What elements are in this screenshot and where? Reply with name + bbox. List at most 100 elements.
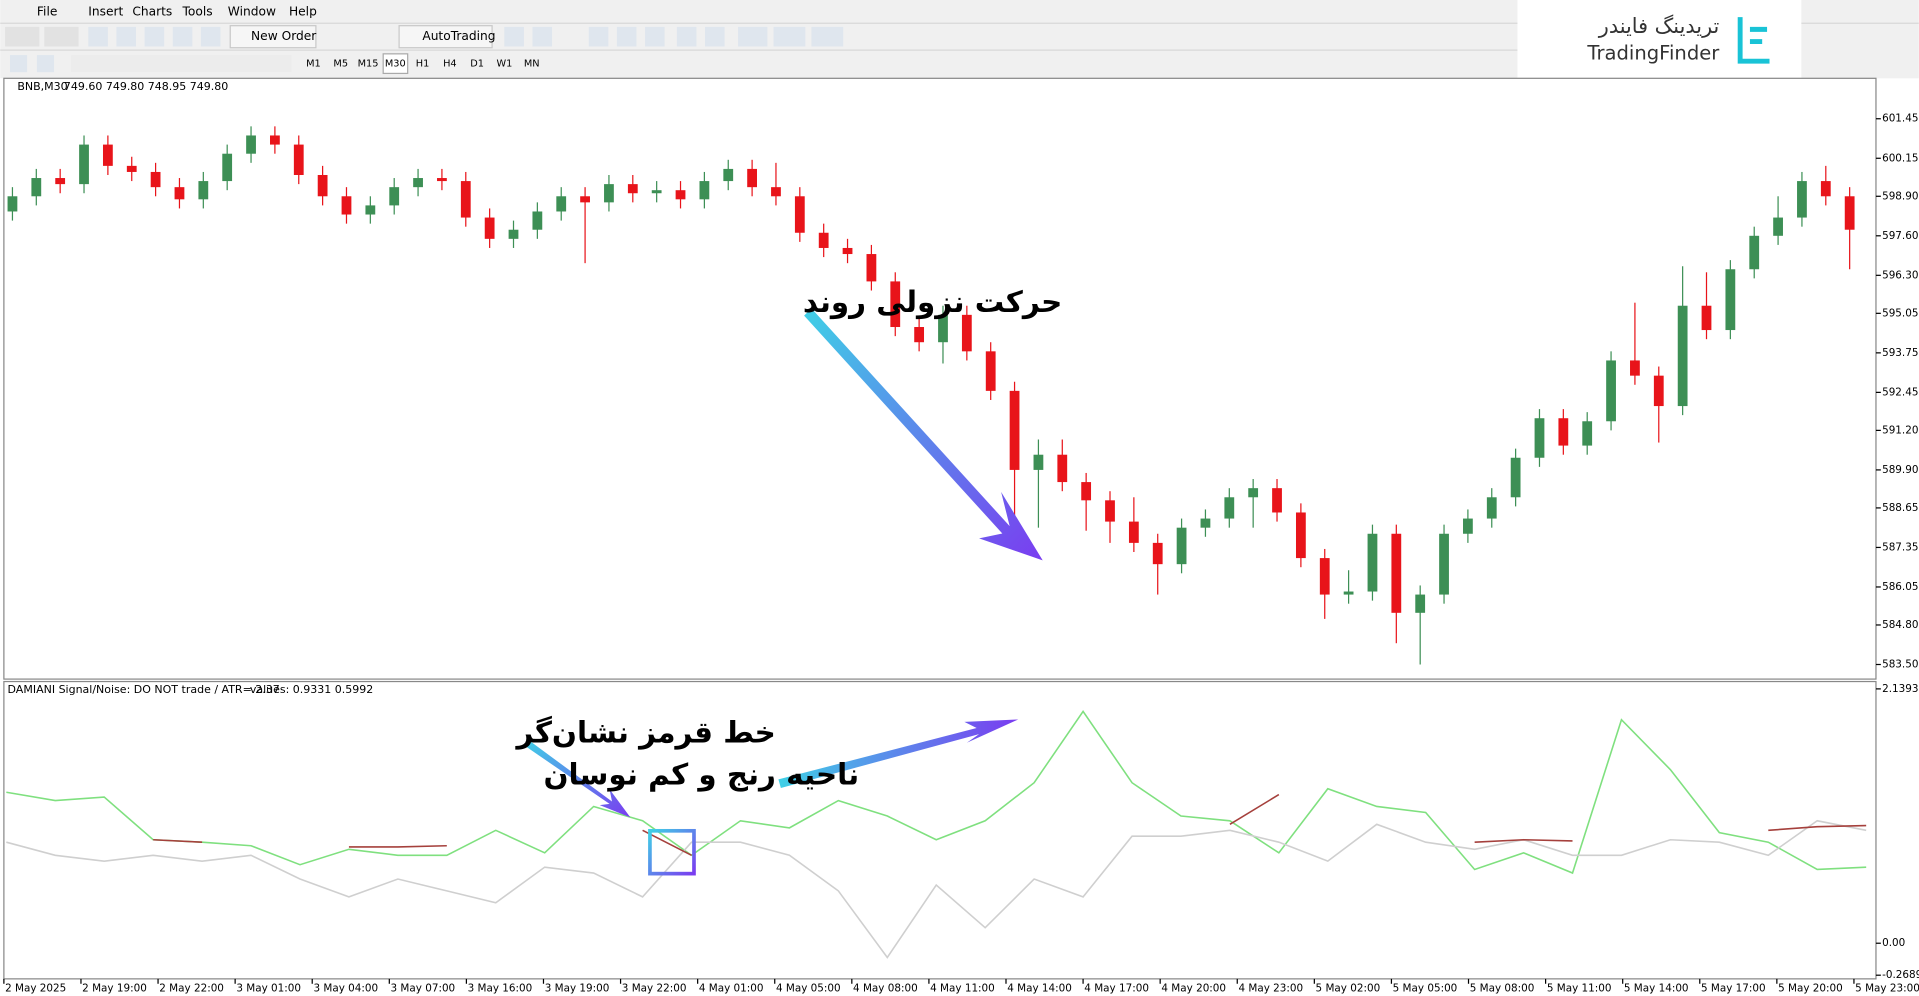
candle-body	[961, 314, 972, 352]
candle-body	[1081, 482, 1092, 501]
tool-button[interactable]	[738, 26, 768, 47]
candle-body	[1295, 512, 1306, 559]
candle-body	[771, 187, 781, 197]
tool-button[interactable]	[172, 26, 193, 47]
x-tick-label: 5 May 02:00	[1316, 983, 1381, 995]
candle-body	[508, 229, 519, 239]
tool-button[interactable]	[44, 26, 79, 47]
y-tick-label: 593.75	[1882, 347, 1918, 359]
candle-body	[270, 135, 280, 145]
candle-body	[55, 178, 66, 185]
chart-quotes: 749.60 749.80 748.95 749.80	[64, 80, 228, 93]
tool-button[interactable]	[200, 26, 221, 47]
timeframe-button[interactable]: M30	[385, 59, 406, 70]
tool-button[interactable]	[773, 26, 806, 47]
x-tick-label: 5 May 23:00	[1855, 983, 1919, 995]
x-tick-label: 4 May 23:00	[1238, 983, 1303, 995]
x-tick-label: 4 May 01:00	[699, 983, 764, 995]
candle-body	[723, 168, 734, 182]
annotation: حرکت نزولی روند	[803, 285, 1062, 319]
candle-body	[1606, 360, 1616, 422]
timeframe-button[interactable]: MN	[524, 59, 540, 70]
indicator-line	[6, 819, 1867, 959]
candle-body	[7, 196, 18, 212]
candle-body	[1844, 196, 1855, 230]
x-tick-label: 4 May 05:00	[776, 983, 841, 995]
tool-button[interactable]	[616, 26, 637, 47]
candle-body	[747, 168, 757, 188]
tool-button[interactable]	[504, 26, 524, 47]
x-tick-label: 2 May 22:00	[159, 983, 224, 995]
candle-body	[1224, 497, 1235, 519]
y-tick-label: 0.00	[1882, 937, 1905, 949]
autotrading-label: AutoTrading	[422, 29, 495, 43]
y-tick-label: 587.35	[1882, 541, 1918, 553]
y-tick-label: 592.45	[1882, 386, 1918, 398]
menu-item[interactable]: File	[37, 5, 57, 19]
tool-button[interactable]	[532, 26, 553, 47]
candle-body	[1439, 533, 1449, 595]
candle-body	[890, 281, 901, 328]
timeframe-button[interactable]: D1	[470, 59, 484, 70]
tool-button[interactable]	[676, 26, 697, 47]
candle-body	[365, 205, 376, 215]
tool-button[interactable]	[704, 26, 725, 47]
new-order-button[interactable]	[229, 25, 317, 49]
annotation-arrow	[804, 308, 1043, 561]
candle-body	[1820, 181, 1831, 197]
y-tick-label: 601.45	[1882, 113, 1918, 125]
toolbar: New Order AutoTrading M1 M5 M15 M30 H1 H4 D1 W1…	[5, 25, 844, 75]
candle-body	[1773, 217, 1783, 236]
autotrading-button[interactable]	[398, 25, 493, 49]
candle-body	[1057, 454, 1068, 483]
y-tick-label: 597.60	[1882, 230, 1918, 242]
plot-layer: 601.45 600.15 598.90 597.60 596.30 595.05 593.…	[3, 113, 1919, 995]
candle-body	[1534, 418, 1545, 458]
menu-item[interactable]: Insert	[88, 5, 123, 19]
indicator-line	[6, 709, 1867, 875]
indicator-window	[3, 680, 1877, 980]
candle-body	[651, 190, 662, 194]
candle-body	[1009, 390, 1020, 470]
drawing-tools[interactable]	[71, 55, 292, 73]
annotation-arrow	[523, 740, 631, 818]
menu-item[interactable]: Window	[228, 5, 276, 19]
candle-body	[1701, 305, 1712, 331]
timeframe-button[interactable]: M15	[358, 59, 379, 70]
candle-body	[1725, 269, 1736, 331]
tool-button[interactable]	[645, 26, 665, 47]
candle-body	[413, 178, 423, 188]
candle-body	[341, 196, 352, 215]
x-tick-label: 4 May 17:00	[1084, 983, 1149, 995]
tool-button[interactable]	[36, 55, 55, 73]
y-tick-label: 589.90	[1882, 464, 1918, 476]
tool-button[interactable]	[5, 26, 40, 47]
menu-item[interactable]: Charts	[132, 5, 172, 19]
candle-body	[198, 181, 209, 200]
x-tick-label: 2 May 19:00	[82, 983, 147, 995]
candle-body	[532, 211, 543, 230]
tool-button[interactable]	[88, 26, 108, 47]
timeframe-button[interactable]: M5	[333, 59, 348, 70]
tool-button[interactable]	[588, 26, 609, 47]
candle-body	[484, 217, 495, 239]
tool-button[interactable]	[9, 55, 28, 73]
candle-body	[1677, 305, 1688, 407]
menu-item[interactable]: Help	[289, 5, 317, 19]
tool-button[interactable]	[811, 26, 844, 47]
logo-latin: TradingFinder	[1586, 41, 1720, 64]
timeframe-button[interactable]: H4	[443, 59, 457, 70]
timeframe-button[interactable]: M1	[306, 59, 321, 70]
candle-body	[604, 184, 614, 203]
x-tick-label: 5 May 11:00	[1547, 983, 1612, 995]
timeframe-button[interactable]: H1	[416, 59, 430, 70]
candle-body	[126, 165, 137, 172]
menu-item[interactable]: Tools	[182, 5, 213, 19]
x-tick-label: 5 May 08:00	[1470, 983, 1535, 995]
tool-button[interactable]	[144, 26, 165, 47]
timeframe-button[interactable]: W1	[497, 59, 513, 70]
tool-button[interactable]	[116, 26, 137, 47]
y-tick-label: 591.20	[1882, 424, 1918, 436]
candle-body	[794, 196, 805, 233]
